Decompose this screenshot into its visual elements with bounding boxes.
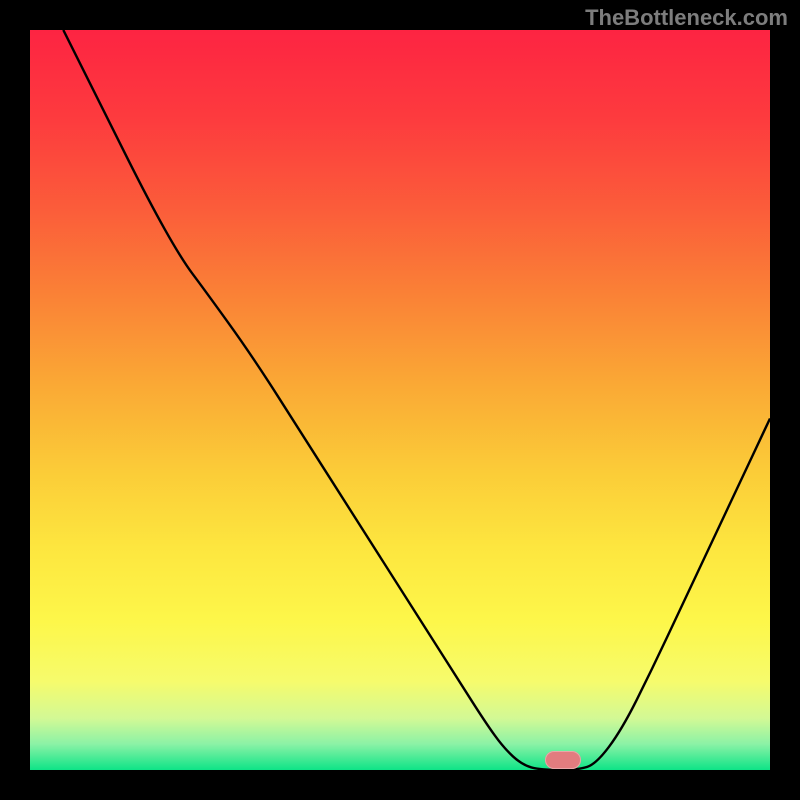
plot-area — [30, 30, 770, 770]
chart-container: { "chart": { "type": "line", "canvas": {… — [0, 0, 800, 800]
watermark-text: TheBottleneck.com — [585, 5, 788, 31]
bottleneck-curve — [30, 30, 770, 770]
optimal-marker — [545, 751, 581, 769]
curve-path — [63, 30, 770, 770]
